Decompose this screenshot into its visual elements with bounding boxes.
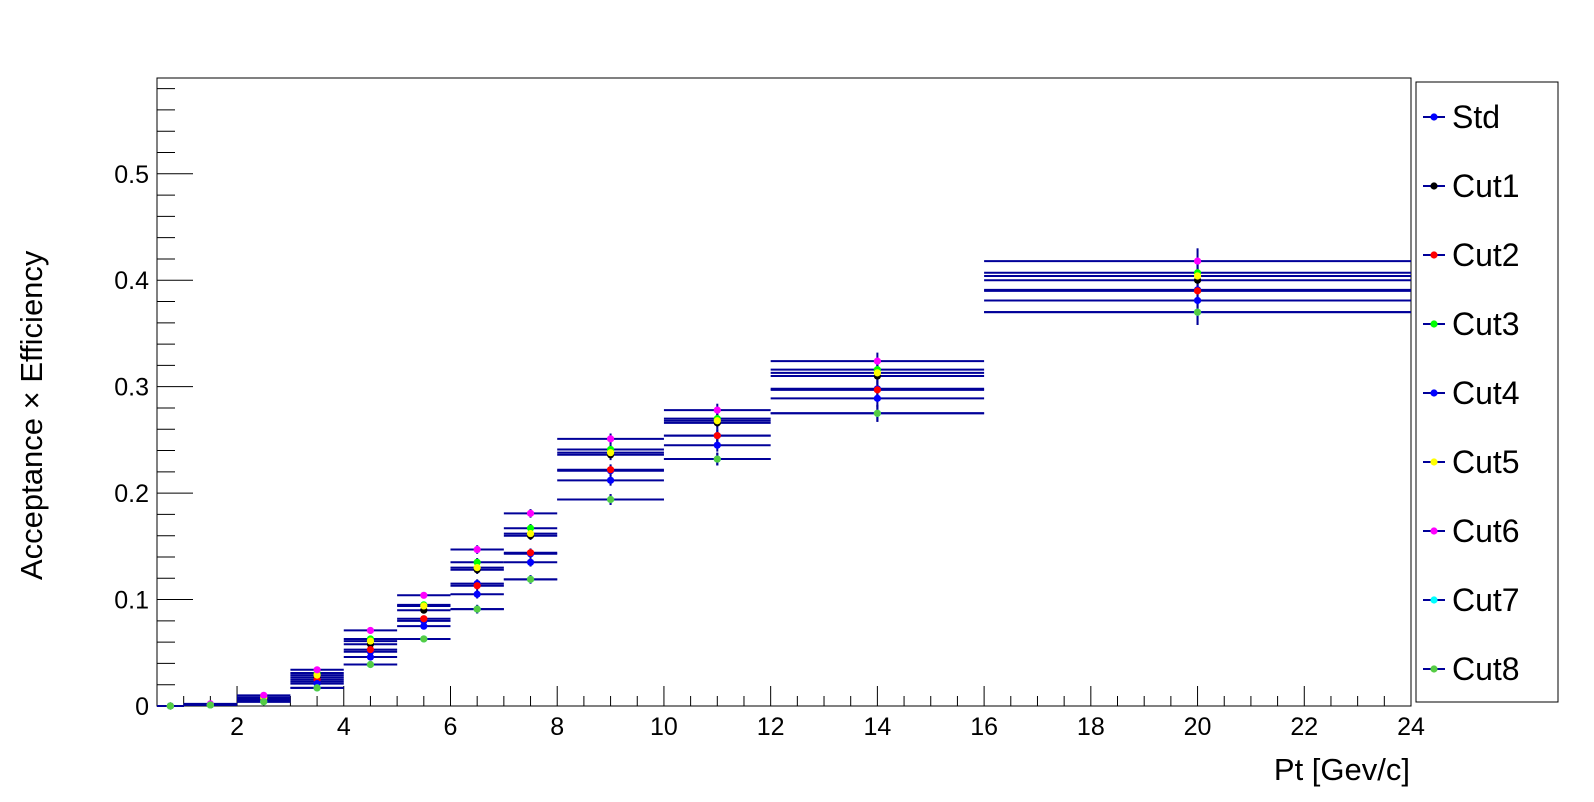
legend-label: Cut3 bbox=[1452, 306, 1520, 342]
legend-label: Cut2 bbox=[1452, 237, 1520, 273]
data-point bbox=[473, 605, 481, 613]
y-tick-label: 0.5 bbox=[114, 161, 149, 189]
x-tick-label: 16 bbox=[970, 713, 998, 741]
data-point bbox=[366, 653, 375, 661]
data-point bbox=[260, 698, 268, 706]
x-axis: 2 4 6 8 10 12 14 16 18 20 22 24 bbox=[183, 686, 1425, 741]
x-tick-label: 8 bbox=[550, 713, 564, 741]
data-point bbox=[526, 558, 535, 566]
legend-marker bbox=[1430, 527, 1438, 535]
data-point bbox=[1193, 308, 1202, 316]
data-point bbox=[526, 575, 535, 583]
legend-marker bbox=[1430, 251, 1438, 259]
legend-marker bbox=[1430, 458, 1438, 466]
data-point bbox=[606, 495, 615, 504]
x-axis-label: Pt [Gev/c] bbox=[1274, 752, 1410, 787]
data-point bbox=[606, 466, 615, 474]
data-point bbox=[526, 549, 535, 557]
legend-label: Cut1 bbox=[1452, 168, 1520, 204]
data-point bbox=[606, 476, 615, 484]
x-tick-label: 2 bbox=[230, 713, 244, 741]
data-point bbox=[166, 702, 174, 710]
data-point bbox=[420, 591, 428, 599]
x-tick-label: 6 bbox=[444, 713, 458, 741]
data-point bbox=[713, 406, 721, 414]
data-point bbox=[713, 441, 721, 449]
legend-marker bbox=[1430, 596, 1438, 604]
data-point bbox=[473, 564, 481, 572]
data-point bbox=[366, 660, 375, 669]
x-tick-label: 14 bbox=[863, 713, 891, 741]
legend-label: Cut6 bbox=[1452, 513, 1520, 549]
data-point bbox=[1193, 296, 1202, 305]
data-point bbox=[713, 432, 721, 440]
data-point bbox=[873, 409, 881, 417]
data-point bbox=[313, 684, 321, 692]
legend-marker bbox=[1430, 389, 1438, 397]
x-tick-label: 22 bbox=[1290, 713, 1318, 741]
data-point bbox=[713, 417, 721, 425]
x-tick-label: 10 bbox=[650, 713, 678, 741]
data-point bbox=[260, 691, 268, 699]
data-point bbox=[1193, 272, 1202, 280]
data-point bbox=[473, 582, 481, 590]
data-point bbox=[420, 602, 428, 610]
data-point bbox=[473, 545, 481, 554]
y-tick-label: 0.2 bbox=[114, 480, 149, 508]
legend-label: Cut5 bbox=[1452, 444, 1520, 480]
data-point bbox=[873, 394, 881, 402]
data-point bbox=[420, 615, 428, 623]
y-tick-label: 0.4 bbox=[114, 267, 149, 295]
legend-marker bbox=[1430, 665, 1438, 673]
data-point bbox=[606, 449, 615, 457]
data-point bbox=[366, 626, 375, 635]
legend-label: Cut7 bbox=[1452, 582, 1520, 618]
x-tick-label: 12 bbox=[757, 713, 785, 741]
data-point bbox=[473, 558, 481, 566]
legend-marker bbox=[1430, 320, 1438, 328]
data-point bbox=[313, 671, 321, 679]
x-tick-label: 18 bbox=[1077, 713, 1105, 741]
data-point bbox=[606, 435, 615, 443]
data-point bbox=[526, 529, 535, 538]
data-point bbox=[526, 509, 535, 517]
plot-frame bbox=[156, 77, 1412, 707]
legend-label: Std bbox=[1452, 99, 1500, 135]
data-markers bbox=[166, 257, 1202, 710]
x-tick-label: 4 bbox=[337, 713, 351, 741]
x-tick-label: 24 bbox=[1397, 713, 1425, 741]
data-point bbox=[206, 701, 214, 709]
data-point bbox=[366, 637, 375, 645]
legend: Std Cut1 Cut2 Cut3 Cut4 Cut5 Cut6 Cut7 Cut8 bbox=[1423, 99, 1520, 687]
legend-label: Cut8 bbox=[1452, 651, 1520, 687]
error-bars bbox=[157, 248, 1411, 707]
data-point bbox=[473, 590, 481, 598]
legend-label: Cut4 bbox=[1452, 375, 1520, 411]
data-point bbox=[420, 635, 428, 643]
data-point bbox=[713, 455, 721, 463]
data-point bbox=[420, 622, 428, 630]
y-tick-label: 0.3 bbox=[114, 374, 149, 402]
data-point bbox=[873, 357, 881, 365]
data-point bbox=[1193, 257, 1202, 265]
data-point bbox=[313, 666, 321, 674]
y-tick-label: 0 bbox=[135, 693, 149, 721]
data-point bbox=[526, 524, 535, 532]
data-point bbox=[366, 645, 375, 654]
legend-marker bbox=[1430, 113, 1438, 121]
data-point bbox=[873, 369, 881, 377]
data-point bbox=[873, 386, 881, 394]
legend-marker bbox=[1430, 182, 1438, 190]
x-tick-label: 20 bbox=[1184, 713, 1212, 741]
y-axis-label: Acceptance × Efficiency bbox=[14, 250, 49, 580]
y-tick-label: 0.1 bbox=[114, 587, 149, 615]
y-axis: 0 0.1 0.2 0.3 0.4 0.5 bbox=[114, 88, 193, 721]
data-point bbox=[1193, 287, 1202, 295]
